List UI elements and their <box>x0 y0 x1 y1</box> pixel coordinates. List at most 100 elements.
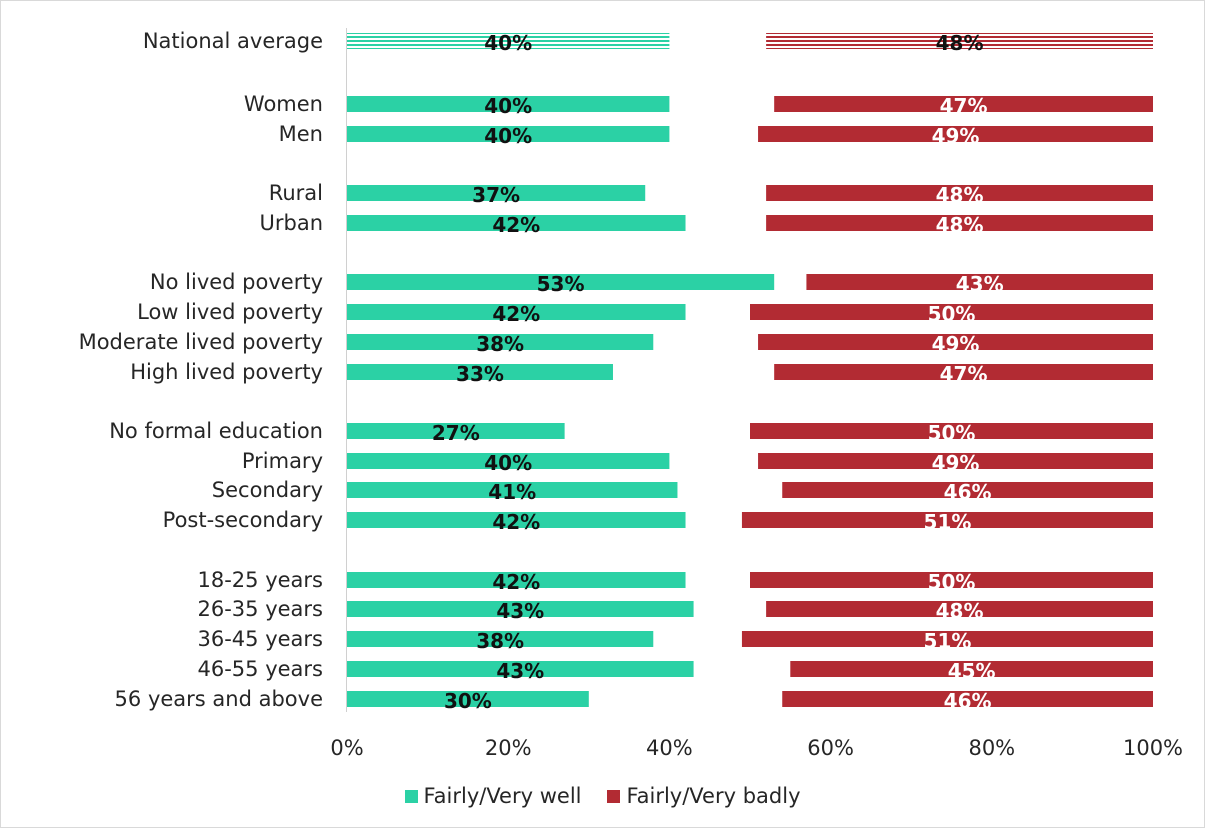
x-tick-label: 60% <box>807 736 854 760</box>
data-label-well: 42% <box>492 302 540 326</box>
bar-badly <box>750 304 1153 320</box>
bar-well <box>347 661 694 677</box>
data-label-well: 43% <box>496 659 544 683</box>
bar-well <box>347 691 589 707</box>
category-label: 26-35 years <box>198 597 324 621</box>
bar-well <box>347 304 686 320</box>
data-label-badly: 48% <box>936 599 984 623</box>
data-label-well: 53% <box>537 272 585 296</box>
legend-swatch-badly <box>607 789 621 803</box>
bar-well <box>347 364 613 380</box>
x-tick-label: 0% <box>330 736 363 760</box>
legend: Fairly/Very well Fairly/Very badly <box>0 784 1205 808</box>
bar-badly <box>741 631 1153 647</box>
data-label-badly: 49% <box>932 124 980 148</box>
data-label-well: 33% <box>456 362 504 386</box>
data-label-badly: 50% <box>928 421 976 445</box>
data-label-badly: 47% <box>940 362 988 386</box>
category-label: National average <box>143 29 323 53</box>
bar-badly <box>741 512 1153 528</box>
bar-well <box>347 274 775 290</box>
bar-badly <box>766 33 1153 49</box>
legend-swatch-well <box>404 789 418 803</box>
data-label-badly: 50% <box>928 302 976 326</box>
x-tick-label: 100% <box>1123 736 1183 760</box>
data-label-well: 38% <box>476 629 524 653</box>
bar-well <box>347 601 694 617</box>
category-label: Primary <box>242 449 323 473</box>
category-label: Urban <box>259 211 323 235</box>
data-label-well: 40% <box>484 124 532 148</box>
data-label-badly: 48% <box>936 213 984 237</box>
data-label-badly: 46% <box>944 480 992 504</box>
category-label: Post-secondary <box>163 508 323 532</box>
x-tick-label: 40% <box>646 736 693 760</box>
bar-badly <box>806 274 1153 290</box>
data-label-badly: 49% <box>932 332 980 356</box>
category-label: Women <box>244 92 323 116</box>
bar-well <box>347 185 646 201</box>
data-label-well: 38% <box>476 332 524 356</box>
data-label-badly: 46% <box>944 689 992 713</box>
bar-well <box>347 334 654 350</box>
data-label-badly: 43% <box>956 272 1004 296</box>
legend-label-badly: Fairly/Very badly <box>626 784 801 808</box>
bar-well <box>347 126 670 142</box>
data-label-badly: 51% <box>924 629 972 653</box>
data-label-badly: 47% <box>940 94 988 118</box>
category-label: Rural <box>269 181 323 205</box>
bar-well <box>347 215 686 231</box>
data-label-well: 41% <box>488 480 536 504</box>
bar-well <box>347 96 670 112</box>
bar-well <box>347 572 686 588</box>
bar-badly <box>750 423 1153 439</box>
data-label-well: 42% <box>492 510 540 534</box>
bar-well <box>347 512 686 528</box>
category-label: 56 years and above <box>115 687 323 711</box>
bar-badly <box>774 96 1153 112</box>
legend-label-well: Fairly/Very well <box>423 784 582 808</box>
category-label: Secondary <box>212 478 323 502</box>
category-label: 18-25 years <box>198 568 324 592</box>
category-label: Men <box>279 122 323 146</box>
category-label: No lived poverty <box>150 270 323 294</box>
data-label-well: 40% <box>484 94 532 118</box>
bar-badly <box>766 185 1153 201</box>
bar-chart: National average 40% 48% Women 40% 47% Men 40% 4… <box>79 28 1183 760</box>
data-label-well: 30% <box>444 689 492 713</box>
data-label-well: 43% <box>496 599 544 623</box>
legend-item-badly: Fairly/Very badly <box>607 784 801 808</box>
data-label-badly: 48% <box>936 183 984 207</box>
category-label: 36-45 years <box>198 627 324 651</box>
data-label-badly: 51% <box>924 510 972 534</box>
bar-badly <box>782 691 1153 707</box>
data-label-badly: 50% <box>928 570 976 594</box>
data-label-well: 40% <box>484 31 532 55</box>
category-label: High lived poverty <box>130 360 323 384</box>
bar-badly <box>774 364 1153 380</box>
data-label-well: 27% <box>432 421 480 445</box>
data-label-badly: 49% <box>932 451 980 475</box>
x-tick-label: 80% <box>968 736 1015 760</box>
bar-badly <box>790 661 1153 677</box>
data-label-well: 42% <box>492 213 540 237</box>
data-label-well: 42% <box>492 570 540 594</box>
category-label: 46-55 years <box>198 657 324 681</box>
bar-badly <box>782 482 1153 498</box>
legend-item-well: Fairly/Very well <box>404 784 582 808</box>
bar-badly <box>758 453 1153 469</box>
bar-badly <box>766 215 1153 231</box>
data-label-badly: 45% <box>948 659 996 683</box>
data-label-well: 40% <box>484 451 532 475</box>
bar-badly <box>758 126 1153 142</box>
bar-badly <box>750 572 1153 588</box>
category-label: Moderate lived poverty <box>79 330 323 354</box>
bar-well <box>347 33 670 49</box>
bar-badly <box>766 601 1153 617</box>
data-label-well: 37% <box>472 183 520 207</box>
bar-well <box>347 423 565 439</box>
bar-well <box>347 631 654 647</box>
bar-well <box>347 482 678 498</box>
x-tick-label: 20% <box>485 736 532 760</box>
bar-well <box>347 453 670 469</box>
